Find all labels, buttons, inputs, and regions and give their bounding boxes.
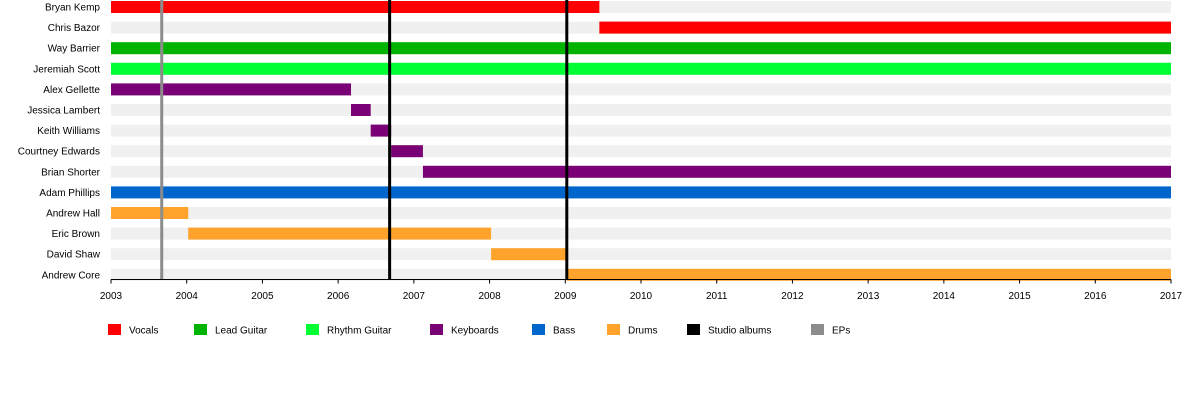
- row-stripe: [111, 104, 1171, 116]
- member-bar: [599, 21, 1171, 34]
- member-names: Bryan Kemp Chris Bazor Way Barrier Jeremiah…: [18, 3, 101, 282]
- member-name: Bryan Kemp: [45, 3, 100, 14]
- x-tick-label: 2017: [1160, 291, 1183, 302]
- member-name: Eric Brown: [52, 229, 100, 240]
- legend-swatch-keyboards: [430, 324, 443, 335]
- member-bar: [111, 207, 189, 219]
- member-bars: [111, 1, 1171, 281]
- x-tick-label: 2012: [781, 291, 804, 302]
- x-tick-label: 2015: [1008, 291, 1031, 302]
- legend-swatch-drums: [607, 324, 620, 335]
- x-tick-label: 2010: [630, 291, 653, 302]
- legend-label-bass: Bass: [553, 326, 575, 337]
- x-tick-label: 2004: [176, 291, 199, 302]
- member-bar: [351, 104, 371, 116]
- member-bar: [188, 227, 492, 240]
- member-name: Courtney Edwards: [18, 147, 100, 158]
- row-stripe: [111, 124, 1171, 137]
- member-bar: [111, 1, 600, 13]
- member-bar: [111, 62, 1171, 75]
- x-tick-label: 2006: [327, 291, 350, 302]
- x-tick-label: 2008: [478, 291, 501, 302]
- member-name: Brian Shorter: [41, 167, 101, 178]
- legend-label-rhythm_guitar: Rhythm Guitar: [327, 326, 392, 337]
- member-bar: [422, 165, 1171, 178]
- x-tick-label: 2009: [554, 291, 577, 302]
- legend-swatch-studio_albums: [687, 324, 700, 335]
- member-bar: [111, 83, 352, 96]
- member-name: Keith Williams: [37, 126, 100, 137]
- member-name: David Shaw: [47, 250, 101, 261]
- row-stripe: [111, 83, 1171, 96]
- legend-label-drums: Drums: [628, 326, 657, 337]
- member-name: Jessica Lambert: [27, 106, 100, 117]
- member-bar: [491, 248, 567, 261]
- x-tick-label: 2014: [933, 291, 956, 302]
- legend-label-studio_albums: Studio albums: [708, 326, 771, 337]
- member-bar: [391, 145, 423, 158]
- row-stripe: [111, 145, 1171, 158]
- member-name: Alex Gellette: [43, 85, 100, 96]
- legend-label-vocals: Vocals: [129, 326, 158, 337]
- legend-swatch-bass: [532, 324, 545, 335]
- legend-swatch-lead_guitar: [194, 324, 207, 335]
- legend-label-lead_guitar: Lead Guitar: [215, 326, 268, 337]
- member-name: Andrew Core: [42, 270, 101, 281]
- member-bar: [566, 268, 1171, 281]
- legend: Vocals Lead Guitar Rhythm Guitar Keyboards B…: [108, 324, 850, 337]
- legend-swatch-eps: [811, 324, 824, 335]
- x-tick-label: 2005: [251, 291, 274, 302]
- member-bar: [111, 42, 1171, 55]
- member-name: Andrew Hall: [46, 209, 100, 220]
- x-tick-label: 2003: [100, 291, 123, 302]
- member-name: Jeremiah Scott: [33, 64, 100, 75]
- legend-label-eps: EPs: [832, 326, 850, 337]
- row-stripe: [111, 248, 1171, 261]
- legend-swatch-vocals: [108, 324, 121, 335]
- row-stripe: [111, 207, 1171, 219]
- release-markers: [160, 0, 569, 280]
- x-axis: 2003 2004 2005 2006 2007 2008 2009 2010 2011 2012…: [100, 279, 1183, 302]
- member-name: Chris Bazor: [48, 23, 101, 34]
- x-tick-label: 2016: [1084, 291, 1107, 302]
- member-bar: [370, 124, 392, 137]
- legend-swatch-rhythm_guitar: [306, 324, 319, 335]
- member-name: Adam Phillips: [39, 188, 100, 199]
- x-tick-label: 2013: [857, 291, 880, 302]
- legend-label-keyboards: Keyboards: [451, 326, 499, 337]
- member-bar: [111, 186, 1171, 199]
- x-tick-label: 2007: [403, 291, 426, 302]
- x-tick-label: 2011: [706, 291, 728, 302]
- member-name: Way Barrier: [48, 44, 101, 55]
